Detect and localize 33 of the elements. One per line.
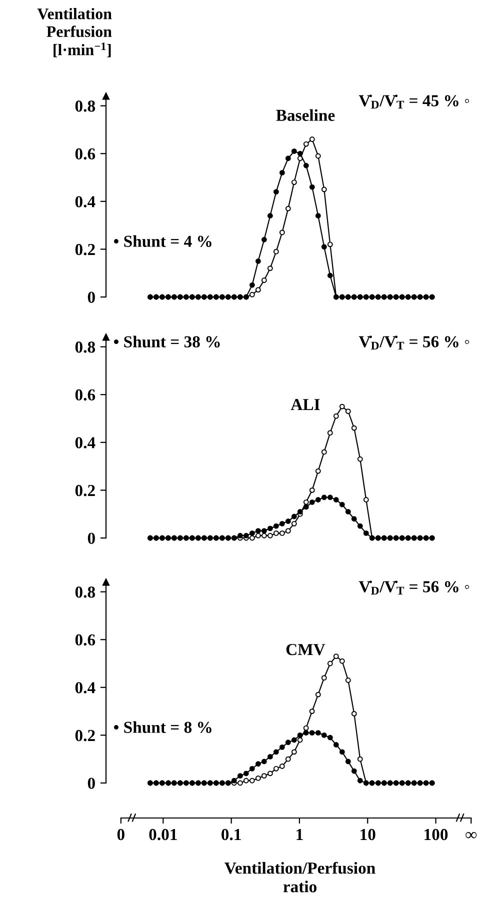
annotation: • Shunt = 38 % <box>114 336 220 348</box>
y-axis-title: Ventilation Perfusion [l·min$^{−1}$] <box>37 8 112 58</box>
y-tick-label: 0.4 <box>75 196 96 208</box>
text: ALI <box>290 398 320 410</box>
x-tick-label: 0.01 <box>149 828 177 840</box>
y-tick-label: 0.2 <box>75 730 95 742</box>
y-tick-label: 0.6 <box>75 389 96 401</box>
y-tick-label: 0.6 <box>75 148 96 160</box>
x-tick-label: 100 <box>424 828 448 840</box>
x-axis-title: Ventilation/Perfusion ratio <box>224 862 376 892</box>
x-tick-label: 0 <box>117 828 124 840</box>
x-tick-label: 0.1 <box>222 828 241 840</box>
y-tick-label: 0 <box>88 292 95 303</box>
y-tick-label: 0.2 <box>75 244 95 256</box>
y-tick-label: 0.8 <box>75 586 96 598</box>
y-tick-label: 0.6 <box>75 634 96 646</box>
y-tick-label: 0.2 <box>75 484 95 496</box>
y-tick-label: 0.8 <box>75 342 96 353</box>
annotation: V̇$_{D}$/V̇$_{T}$ = 56 % ◦ <box>358 580 470 594</box>
x-tick-label: 10 <box>360 828 376 840</box>
y-tick-label: 0.8 <box>75 100 96 112</box>
annotation: V̇$_{D}$/V̇$_{T}$ = 45 % ◦ <box>358 94 470 108</box>
annotation: • Shunt = 4 % <box>114 235 212 248</box>
x-tick-label: 1 <box>296 828 303 840</box>
y-tick-label: 0 <box>88 532 95 544</box>
y-tick-label: 0.4 <box>75 682 96 694</box>
y-tick-label: 0.4 <box>75 437 96 448</box>
annotation: • Shunt = 8 % <box>114 721 212 734</box>
annotation: V̇$_{D}$/V̇$_{T}$ = 56 % ◦ <box>358 336 470 350</box>
text: Baseline <box>276 109 335 121</box>
y-tick-label: 0 <box>88 778 95 789</box>
text: CMV <box>286 644 326 656</box>
x-tick-label: ∞ <box>466 832 477 838</box>
